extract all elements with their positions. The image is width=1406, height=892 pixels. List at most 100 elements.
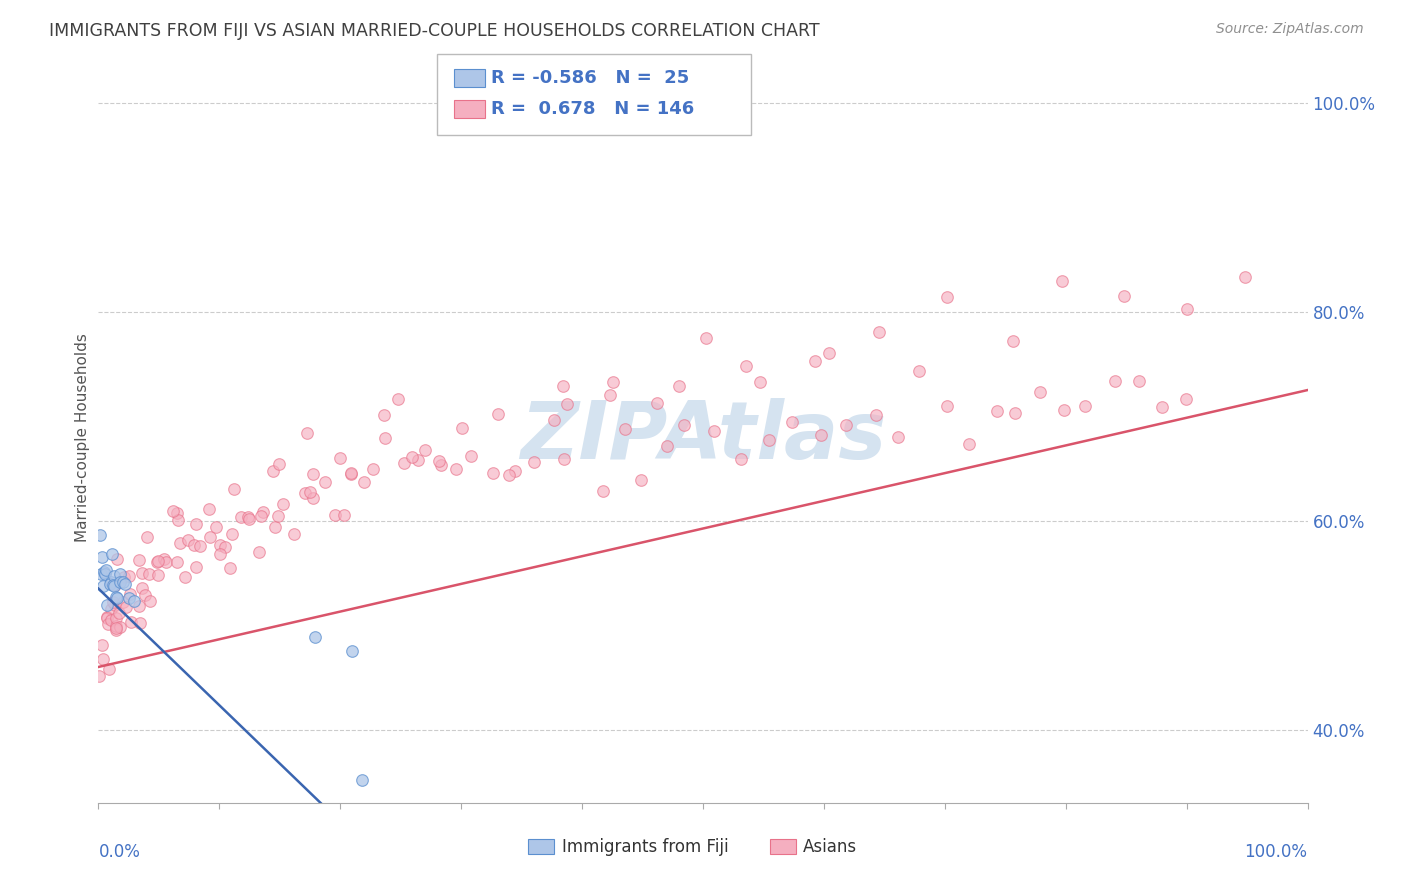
Point: [97, 616, 120, 631]
Point: [107, 591, 129, 606]
Point: [630, 473, 652, 487]
Text: IMMIGRANTS FROM FIJI VS ASIAN MARRIED-COUPLE HOUSEHOLDS CORRELATION CHART: IMMIGRANTS FROM FIJI VS ASIAN MARRIED-CO…: [49, 22, 820, 40]
Point: [302, 491, 325, 505]
Point: [100, 602, 122, 616]
Point: [592, 483, 614, 498]
Point: [90, 567, 112, 582]
Point: [90, 638, 112, 652]
Point: [138, 594, 160, 608]
Point: [136, 530, 159, 544]
Point: [1073, 399, 1095, 413]
Point: [295, 426, 318, 441]
Point: [749, 376, 772, 390]
Point: [128, 553, 150, 567]
Point: [184, 560, 207, 574]
Point: [98, 577, 121, 591]
Point: [200, 529, 222, 543]
Point: [112, 570, 135, 584]
Text: Asians: Asians: [803, 838, 858, 855]
FancyBboxPatch shape: [527, 839, 554, 854]
Point: [314, 475, 336, 489]
Point: [114, 576, 136, 591]
Point: [122, 594, 145, 608]
Point: [236, 509, 259, 524]
Point: [131, 581, 153, 595]
Point: [131, 566, 153, 581]
Point: [173, 569, 195, 583]
Point: [361, 462, 384, 476]
Point: [114, 600, 136, 615]
Point: [267, 508, 290, 523]
Point: [208, 538, 231, 552]
Point: [339, 467, 361, 482]
Point: [936, 290, 959, 304]
Point: [486, 407, 509, 421]
Point: [117, 591, 139, 605]
Point: [100, 574, 122, 589]
Point: [1050, 275, 1073, 289]
Point: [498, 468, 520, 483]
Point: [283, 526, 305, 541]
Point: [451, 421, 474, 435]
Point: [96, 598, 118, 612]
Point: [108, 575, 131, 590]
Point: [166, 513, 188, 527]
Point: [429, 458, 451, 472]
Point: [523, 455, 546, 469]
Point: [111, 595, 134, 609]
Point: [96, 610, 118, 624]
Point: [101, 547, 124, 561]
Point: [1029, 384, 1052, 399]
Point: [868, 325, 890, 339]
Point: [340, 644, 363, 658]
Point: [105, 623, 128, 637]
Point: [730, 452, 752, 467]
Point: [780, 415, 803, 429]
Point: [252, 505, 274, 519]
Point: [1152, 401, 1174, 415]
Point: [89, 528, 111, 542]
Point: [446, 462, 468, 476]
Point: [1002, 334, 1025, 348]
Point: [91, 579, 114, 593]
Point: [835, 417, 858, 432]
Text: 100.0%: 100.0%: [1244, 843, 1308, 861]
Point: [103, 595, 125, 609]
Point: [298, 485, 321, 500]
Point: [184, 517, 207, 532]
Point: [553, 451, 575, 466]
Point: [96, 611, 118, 625]
Text: 0.0%: 0.0%: [98, 843, 141, 861]
Point: [166, 555, 188, 569]
Point: [1114, 289, 1136, 303]
Point: [105, 621, 128, 635]
Point: [865, 409, 887, 423]
Point: [655, 439, 678, 453]
Point: [1174, 392, 1197, 407]
Point: [1234, 269, 1257, 284]
Point: [155, 555, 177, 569]
Point: [406, 452, 429, 467]
Point: [221, 527, 243, 541]
FancyBboxPatch shape: [769, 839, 796, 854]
Point: [935, 400, 957, 414]
Point: [89, 669, 111, 683]
Point: [100, 613, 122, 627]
Point: [325, 508, 347, 523]
Point: [703, 424, 725, 438]
Point: [108, 566, 131, 581]
Point: [229, 510, 252, 524]
Point: [810, 428, 832, 442]
Point: [101, 578, 124, 592]
Point: [555, 397, 578, 411]
Point: [264, 520, 287, 534]
Point: [90, 549, 112, 564]
Point: [803, 353, 825, 368]
Point: [111, 574, 134, 589]
Point: [146, 567, 169, 582]
Point: [205, 520, 228, 534]
Point: [302, 467, 325, 482]
Text: Immigrants from Fiji: Immigrants from Fiji: [561, 838, 728, 855]
Point: [735, 359, 758, 373]
Point: [94, 567, 117, 582]
